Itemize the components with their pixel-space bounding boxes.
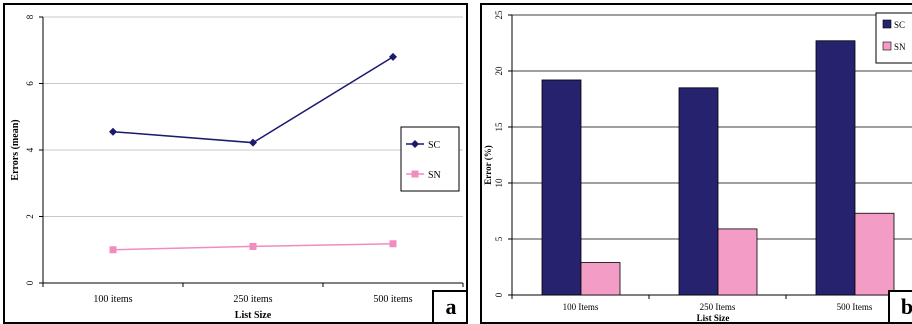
x-axis-label: List Size <box>697 313 730 323</box>
chart-panel-b: 0 5 10 15 20 25 100 Items 250 Items 500 Items Lis… <box>480 3 912 324</box>
line-chart: 0 2 4 6 8 100 items 250 items 500 items List Siz… <box>10 14 464 321</box>
legend-swatch-sc <box>882 19 892 29</box>
legend-label-sc: SC <box>428 140 441 151</box>
x-tick-label: 100 items <box>93 294 132 305</box>
y-tick-label: 10 <box>494 178 504 188</box>
legend-box <box>875 12 912 64</box>
y-tick-label: 6 <box>25 81 35 86</box>
data-point-sc <box>411 140 419 148</box>
x-tick-label: 500 Items <box>837 302 873 312</box>
y-tick-label: 4 <box>25 147 35 152</box>
legend-label-sn: SN <box>428 170 441 181</box>
y-tick-label: 25 <box>494 10 504 20</box>
series-line-sc <box>112 56 394 144</box>
y-axis-label: Errors (mean) <box>10 119 21 180</box>
bar-sc <box>678 87 719 296</box>
x-tick-label: 100 Items <box>563 302 599 312</box>
x-tick-label: 250 items <box>233 294 272 305</box>
y-tick-label: 0 <box>25 280 35 285</box>
data-point-sn <box>389 240 397 248</box>
y-tick-label: 8 <box>25 14 35 19</box>
x-tick-label: 250 Items <box>700 302 736 312</box>
y-tick-label: 15 <box>494 122 504 132</box>
bar-sc <box>541 79 582 296</box>
data-point-sc <box>389 52 397 61</box>
bar-chart: 0 5 10 15 20 25 100 Items 250 Items 500 Items Lis… <box>483 10 912 323</box>
y-tick-label: 20 <box>494 66 504 76</box>
x-tick-label: 500 items <box>373 294 412 305</box>
data-point-sc <box>109 127 117 136</box>
bar-sn <box>717 228 758 296</box>
panel-label-b: b <box>888 290 912 322</box>
y-tick-label: 5 <box>494 236 504 241</box>
legend-label-sn: SN <box>894 42 906 52</box>
bar-sc <box>815 40 856 296</box>
x-axis-label: List Size <box>235 310 272 321</box>
legend-label-sc: SC <box>894 20 905 30</box>
data-point-sn <box>411 170 419 178</box>
bar-sn <box>580 262 621 296</box>
data-point-sc <box>249 138 257 147</box>
y-axis-label: Error (%) <box>483 145 493 184</box>
legend-swatch-sn <box>882 41 892 51</box>
data-point-sn <box>109 246 117 254</box>
panel-label-a: a <box>432 290 466 322</box>
y-tick-label: 0 <box>494 292 504 297</box>
chart-panel-a: 0 2 4 6 8 100 items 250 items 500 items List Siz… <box>3 3 468 324</box>
y-tick-label: 2 <box>25 214 35 219</box>
legend-box <box>400 126 460 192</box>
bar-sn <box>854 212 895 296</box>
data-point-sn <box>249 242 257 250</box>
